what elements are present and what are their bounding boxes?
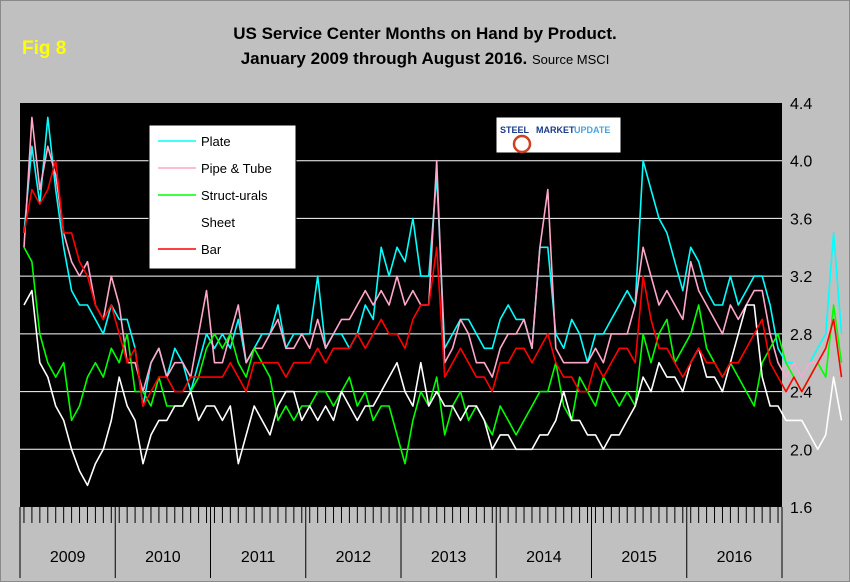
chart-subtitle: January 2009 through August 2016. Source… — [0, 49, 850, 69]
series-line-struct-urals — [23, 246, 843, 465]
y-tick-label: 2.0 — [790, 442, 812, 459]
legend-label: Bar — [201, 242, 222, 257]
logo-box — [495, 116, 622, 154]
series-line-pipe-tube — [23, 116, 843, 393]
x-year-label: 2013 — [431, 549, 467, 566]
chart-subtitle-period: January 2009 through August 2016. — [240, 49, 528, 68]
x-year-label: 2010 — [145, 549, 181, 566]
y-tick-label: 1.6 — [790, 500, 812, 517]
x-axis: 2009 2010 2011 2012 2013 2014 2015 2016 — [19, 507, 783, 578]
legend-label: Struct-urals — [201, 188, 268, 203]
legend-label: Pipe & Tube — [201, 161, 272, 176]
legend: Plate Pipe & Tube Struct-urals Sheet Bar — [148, 124, 297, 270]
chart-title: US Service Center Months on Hand by Prod… — [233, 24, 617, 43]
legend-label: Sheet — [201, 215, 235, 230]
x-year-label: 2014 — [526, 549, 562, 566]
y-tick-label: 4.4 — [790, 96, 812, 113]
legend-box — [148, 124, 297, 270]
fig-label: Fig 8 — [22, 38, 67, 59]
logo-text-market: MARKET — [536, 125, 575, 135]
x-year-label: 2012 — [336, 549, 372, 566]
y-tick-label: 4.0 — [790, 154, 812, 171]
plot-area — [20, 103, 782, 507]
series-line-sheet — [23, 289, 843, 487]
x-year-label: 2011 — [241, 549, 276, 566]
y-tick-label: 3.6 — [790, 211, 812, 228]
series-line-bar — [23, 159, 843, 407]
logo-text-steel: STEEL — [500, 125, 530, 135]
logo-text-update: UPDATE — [574, 125, 610, 135]
logo-ring — [512, 134, 532, 154]
series-lines — [23, 116, 843, 487]
y-axis: 1.6 2.0 2.4 2.8 3.2 3.6 4.0 4.4 — [790, 96, 812, 517]
x-year-label: 2016 — [717, 549, 753, 566]
y-tick-label: 2.4 — [790, 385, 812, 402]
steel-market-update-logo: STEEL MARKET UPDATE — [495, 116, 622, 154]
y-tick-label: 2.8 — [790, 327, 812, 344]
source-note: Source MSCI — [532, 52, 610, 67]
x-year-label: 2009 — [50, 549, 86, 566]
x-year-label: 2015 — [621, 549, 657, 566]
legend-label: Plate — [201, 134, 231, 149]
y-tick-label: 3.2 — [790, 269, 812, 286]
